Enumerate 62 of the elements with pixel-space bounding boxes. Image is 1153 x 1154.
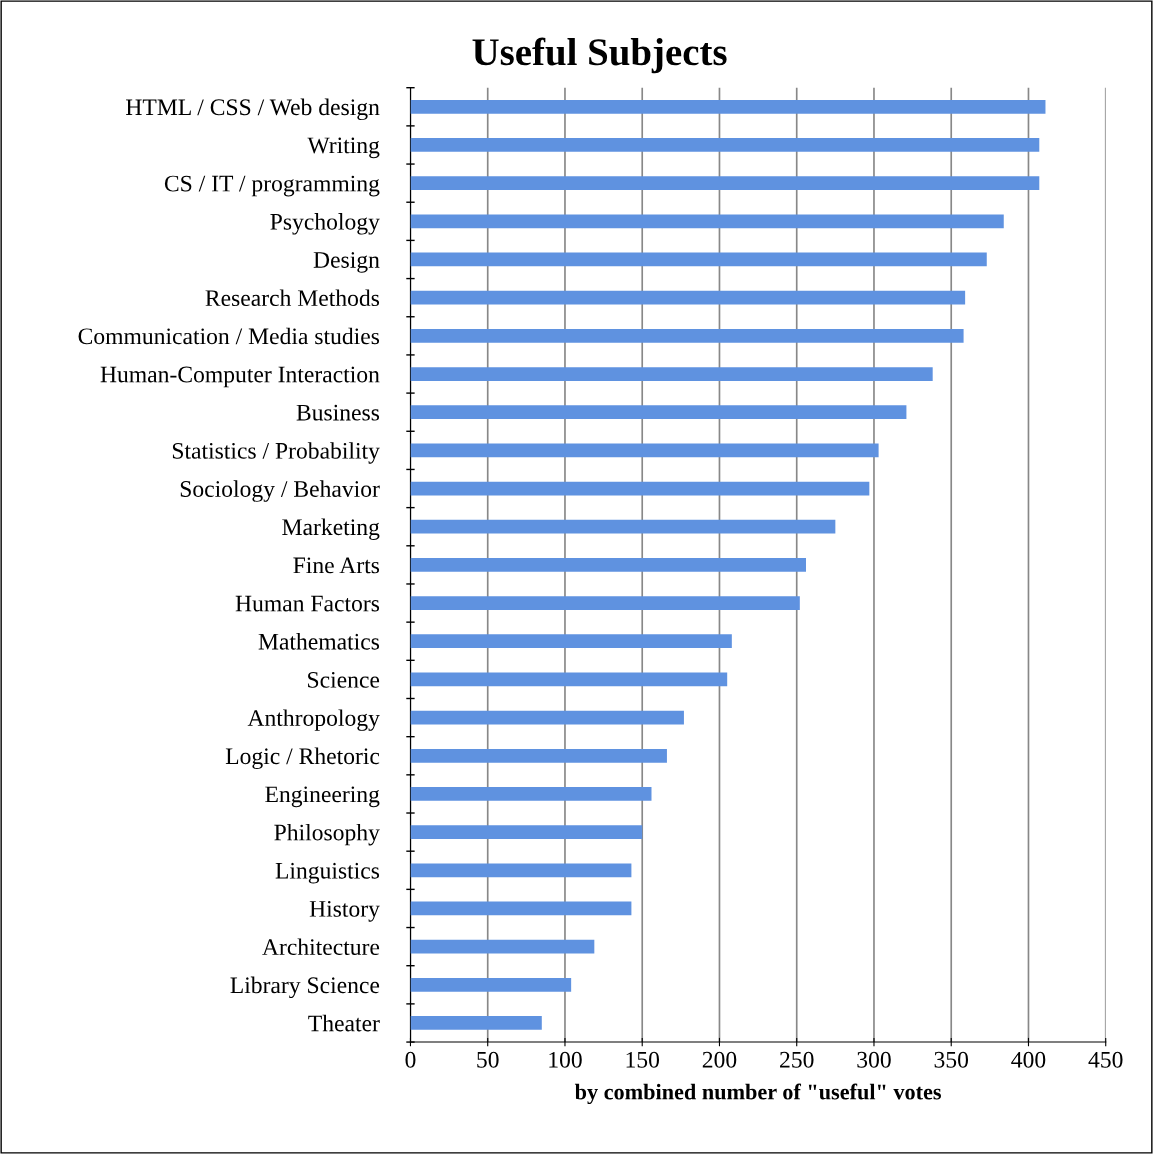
x-axis-title: by combined number of "useful" votes [574, 1083, 942, 1105]
y-tick-label: Statistics / Probability [172, 442, 380, 464]
bar [410, 367, 933, 381]
bar [410, 634, 732, 649]
y-tick-label: Philosophy [274, 823, 380, 846]
x-tick-label: 300 [857, 1051, 891, 1068]
y-tick-label: Logic / Rhetoric [225, 747, 380, 770]
bar [410, 481, 870, 496]
bar [410, 558, 806, 572]
y-tick-label: Human-Computer Interaction [100, 366, 380, 388]
y-tick-label: Research Methods [205, 289, 380, 307]
bar [410, 939, 595, 954]
y-tick-label: History [309, 900, 380, 922]
x-tick-label: 200 [702, 1051, 737, 1068]
x-tick-label: 50 [477, 1051, 499, 1068]
y-tick-label: Library Science [230, 976, 380, 999]
bar [410, 519, 836, 534]
x-tick-label: 450 [1088, 1051, 1123, 1068]
bar [410, 863, 632, 878]
bar [410, 901, 632, 916]
y-tick-label: Architecture [262, 938, 380, 956]
bar [410, 1016, 542, 1030]
y-tick-label: Communication / Media studies [78, 327, 380, 345]
bar [410, 138, 1040, 152]
y-tick-label: Anthropology [247, 709, 380, 731]
y-tick-label: Engineering [265, 786, 380, 808]
bar [410, 443, 879, 458]
y-tick-label: HTML / CSS / Web design [126, 98, 380, 121]
y-tick-label: Linguistics [275, 862, 380, 884]
y-tick-label: Theater [308, 1014, 380, 1032]
bar [410, 596, 800, 610]
x-tick-label: 250 [780, 1051, 814, 1068]
y-tick-label: Psychology [270, 213, 380, 235]
y-tick-label: Writing [307, 137, 380, 159]
bar [410, 405, 907, 420]
bar [410, 825, 643, 839]
bar [410, 214, 1004, 229]
bar [410, 787, 652, 801]
x-tick-label: 350 [934, 1051, 969, 1068]
chart-title: Useful Subjects [472, 37, 727, 74]
bar [410, 672, 728, 687]
bar [410, 252, 987, 267]
bar [410, 748, 667, 763]
x-tick-label: 150 [626, 1051, 660, 1068]
y-tick-label: Sociology / Behavior [180, 480, 380, 502]
y-tick-label: Marketing [282, 518, 380, 540]
y-tick-label: Science [308, 671, 380, 688]
y-tick-label: Design [313, 252, 380, 273]
x-tick-label: 400 [1011, 1051, 1046, 1068]
x-tick-label: 0 [405, 1051, 416, 1068]
y-tick-label: Business [296, 404, 380, 421]
bar [410, 710, 684, 725]
x-tick-label: 100 [549, 1051, 582, 1068]
bar [410, 977, 572, 992]
bar [410, 290, 966, 305]
bar [410, 176, 1040, 191]
y-tick-label: Fine Arts [293, 557, 380, 574]
y-tick-label: CS / IT / programming [164, 175, 380, 197]
bar [410, 99, 1046, 114]
y-tick-label: Mathematics [258, 633, 380, 650]
bar [410, 328, 964, 343]
y-tick-label: Human Factors [235, 595, 380, 612]
